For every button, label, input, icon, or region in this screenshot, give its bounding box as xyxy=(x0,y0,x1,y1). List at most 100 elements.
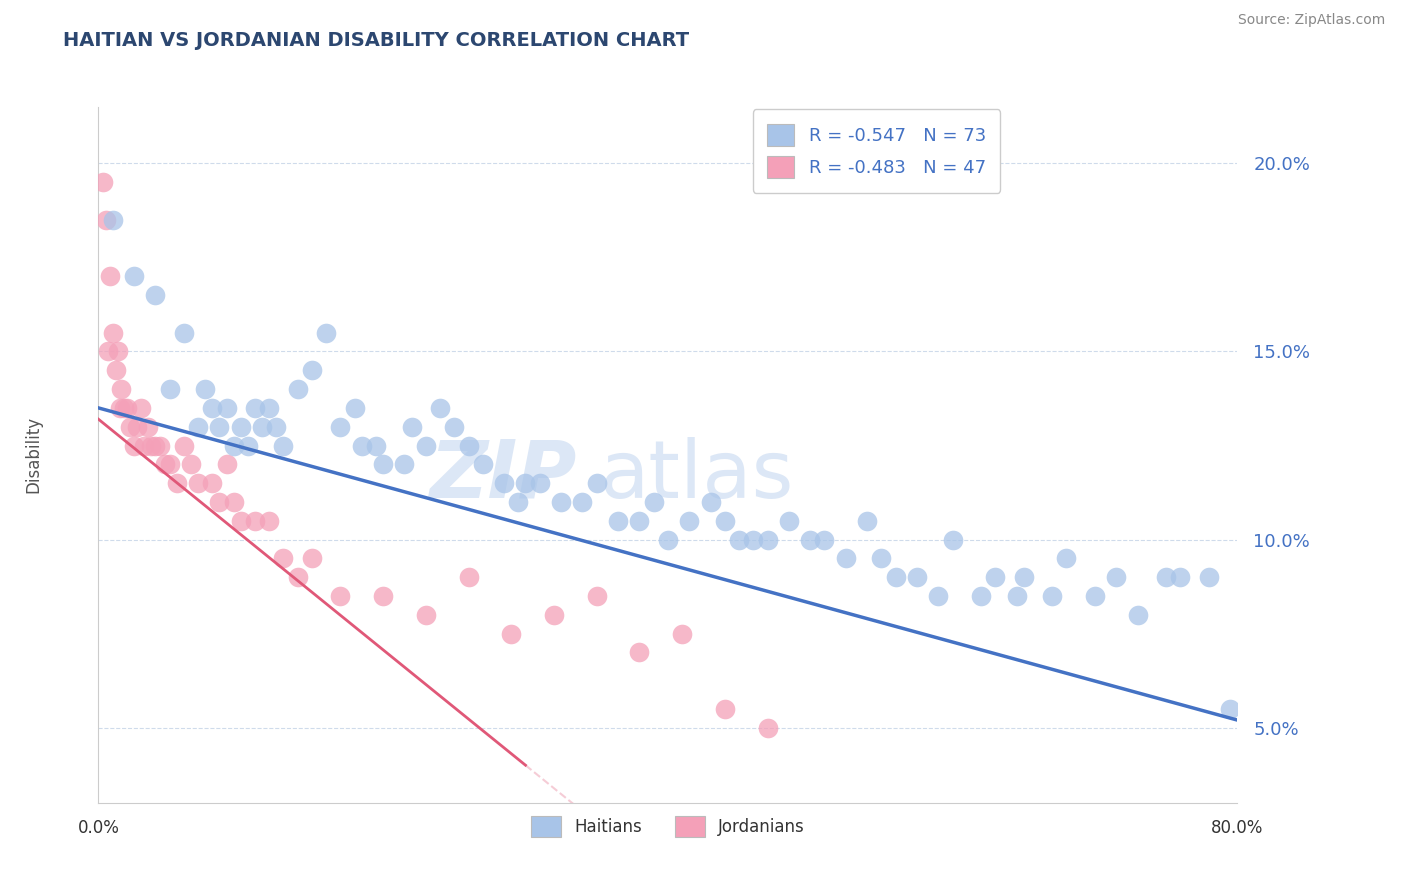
Point xyxy=(129,401,152,415)
Point xyxy=(443,419,465,434)
Point xyxy=(155,458,177,472)
Point xyxy=(699,495,721,509)
Point xyxy=(494,476,516,491)
Point xyxy=(813,533,835,547)
Point xyxy=(508,495,530,509)
Point xyxy=(145,288,167,302)
Point xyxy=(250,419,273,434)
Point xyxy=(1126,607,1149,622)
Point xyxy=(984,570,1007,584)
Point xyxy=(350,438,373,452)
Point xyxy=(942,533,965,547)
Point xyxy=(778,514,800,528)
Point xyxy=(1084,589,1107,603)
Point xyxy=(1056,551,1078,566)
Point xyxy=(98,269,121,284)
Point xyxy=(273,438,295,452)
Point xyxy=(122,269,145,284)
Point xyxy=(301,363,323,377)
Point xyxy=(671,626,693,640)
Point xyxy=(543,607,565,622)
Point xyxy=(678,514,700,528)
Point xyxy=(643,495,665,509)
Point xyxy=(136,419,159,434)
Point xyxy=(107,344,129,359)
Point xyxy=(756,533,779,547)
Text: ZIP: ZIP xyxy=(429,437,576,515)
Point xyxy=(194,382,217,396)
Point xyxy=(222,438,245,452)
Point xyxy=(371,458,394,472)
Point xyxy=(329,419,352,434)
Point xyxy=(149,438,172,452)
Point xyxy=(159,382,181,396)
Point xyxy=(243,514,266,528)
Point xyxy=(1154,570,1177,584)
Point xyxy=(173,438,195,452)
Point xyxy=(394,458,416,472)
Point xyxy=(884,570,907,584)
Point xyxy=(457,570,479,584)
Point xyxy=(208,419,231,434)
Point xyxy=(415,438,437,452)
Point xyxy=(266,419,288,434)
Point xyxy=(208,495,231,509)
Point xyxy=(329,589,352,603)
Point xyxy=(159,458,181,472)
Point xyxy=(187,476,209,491)
Text: Source: ZipAtlas.com: Source: ZipAtlas.com xyxy=(1237,13,1385,28)
Point xyxy=(166,476,188,491)
Point xyxy=(728,533,751,547)
Point xyxy=(259,401,281,415)
Point xyxy=(607,514,630,528)
Point xyxy=(529,476,551,491)
Point xyxy=(756,721,779,735)
Point xyxy=(112,401,135,415)
Point xyxy=(714,514,737,528)
Point xyxy=(1012,570,1035,584)
Point xyxy=(139,438,162,452)
Point xyxy=(905,570,928,584)
Point xyxy=(243,401,266,415)
Point xyxy=(870,551,893,566)
Point xyxy=(742,533,765,547)
Text: HAITIAN VS JORDANIAN DISABILITY CORRELATION CHART: HAITIAN VS JORDANIAN DISABILITY CORRELAT… xyxy=(63,31,689,50)
Point xyxy=(1170,570,1192,584)
Point xyxy=(1005,589,1028,603)
Point xyxy=(110,382,132,396)
Point xyxy=(457,438,479,452)
Point xyxy=(970,589,993,603)
Point xyxy=(132,438,155,452)
Text: atlas: atlas xyxy=(599,437,794,515)
Point xyxy=(429,401,451,415)
Point xyxy=(108,401,131,415)
Point xyxy=(97,344,120,359)
Point xyxy=(927,589,949,603)
Point xyxy=(229,419,252,434)
Point xyxy=(229,514,252,528)
Point xyxy=(125,419,148,434)
Point xyxy=(585,589,607,603)
Point xyxy=(287,382,309,396)
Point xyxy=(201,476,224,491)
Point xyxy=(259,514,281,528)
Point xyxy=(1198,570,1220,584)
Point xyxy=(1105,570,1128,584)
Point xyxy=(415,607,437,622)
Point xyxy=(628,645,651,659)
Point xyxy=(101,326,124,340)
Point xyxy=(343,401,366,415)
Point xyxy=(222,495,245,509)
Point xyxy=(315,326,337,340)
Point xyxy=(371,589,394,603)
Point xyxy=(301,551,323,566)
Point xyxy=(515,476,537,491)
Point xyxy=(364,438,387,452)
Point xyxy=(118,419,141,434)
Point xyxy=(173,326,195,340)
Point xyxy=(201,401,224,415)
Legend: Haitians, Jordanians: Haitians, Jordanians xyxy=(524,810,811,843)
Point xyxy=(471,458,494,472)
Point xyxy=(714,702,737,716)
Point xyxy=(571,495,593,509)
